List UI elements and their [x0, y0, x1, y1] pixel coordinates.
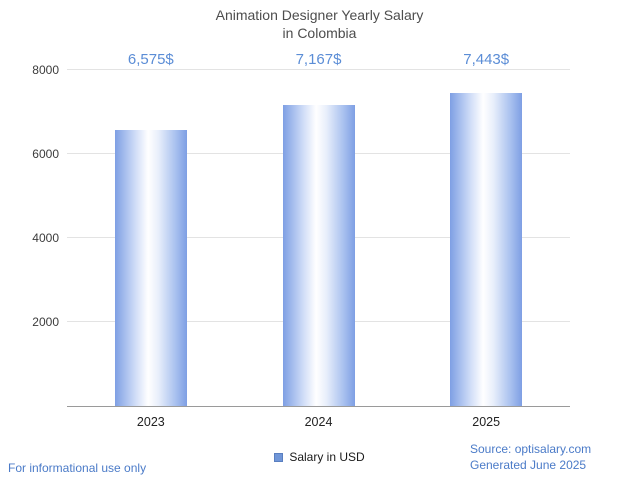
chart-title: Animation Designer Yearly Salary in Colo… — [0, 6, 639, 42]
bars-container — [67, 70, 570, 406]
value-label-2024: 7,167$ — [295, 51, 342, 68]
bar-slot — [402, 70, 570, 406]
x-label-2023: 2023 — [136, 415, 165, 429]
legend-label: Salary in USD — [289, 450, 365, 464]
plot-area: 2000 4000 6000 8000 6,575$ 7,167$ 7,443$ 2023… — [32, 51, 570, 429]
value-label-2023: 6,575$ — [127, 51, 174, 68]
bar-2024 — [282, 105, 355, 406]
x-axis-labels: 2023 2024 2025 — [67, 415, 570, 429]
bar-slot — [67, 70, 235, 406]
value-labels: 6,575$ 7,167$ 7,443$ — [67, 51, 570, 68]
y-tick-label: 2000 — [32, 315, 59, 329]
chart-title-line1: Animation Designer Yearly Salary — [215, 7, 424, 23]
y-tick-label: 8000 — [32, 63, 59, 77]
disclaimer-text: For informational use only — [8, 461, 147, 475]
legend-swatch-icon — [274, 452, 284, 462]
y-tick-label: 4000 — [32, 231, 59, 245]
y-tick-label: 6000 — [32, 147, 59, 161]
bar-2025 — [450, 93, 523, 406]
value-label-2025: 7,443$ — [463, 51, 510, 68]
source-link[interactable]: Source: optisalary.com — [470, 442, 592, 456]
bar-slot — [235, 70, 403, 406]
chart-title-line2: in Colombia — [282, 25, 357, 41]
generated-date: Generated June 2025 — [470, 458, 587, 472]
legend: Salary in USD — [0, 450, 639, 464]
x-label-2025: 2025 — [472, 415, 501, 429]
source-info: Source: optisalary.com Generated June 20… — [470, 441, 591, 473]
gridline — [67, 69, 570, 70]
bar-2023 — [114, 129, 187, 406]
x-label-2024: 2024 — [304, 415, 333, 429]
